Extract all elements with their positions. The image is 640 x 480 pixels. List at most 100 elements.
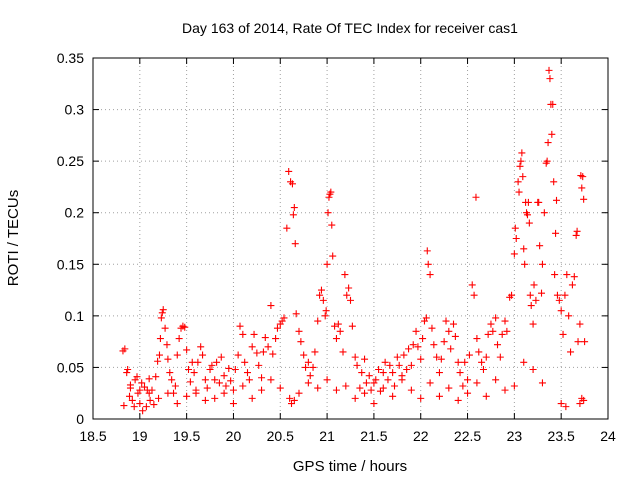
data-point bbox=[428, 324, 436, 332]
data-point bbox=[516, 162, 524, 170]
data-point bbox=[173, 400, 181, 408]
data-point bbox=[437, 355, 445, 363]
data-point bbox=[503, 327, 511, 335]
data-point bbox=[557, 307, 565, 315]
data-point bbox=[578, 184, 586, 192]
x-tick-label: 21.5 bbox=[360, 428, 387, 444]
data-point bbox=[325, 193, 333, 201]
data-point bbox=[253, 349, 261, 357]
data-point bbox=[190, 369, 198, 377]
data-point bbox=[367, 386, 375, 394]
x-tick-label: 24 bbox=[600, 428, 616, 444]
data-point bbox=[511, 224, 519, 232]
data-point bbox=[549, 100, 557, 108]
data-point bbox=[442, 317, 450, 325]
data-point bbox=[553, 196, 560, 204]
data-point bbox=[292, 310, 300, 318]
data-point bbox=[473, 379, 481, 387]
data-point bbox=[199, 351, 207, 359]
data-point bbox=[341, 271, 349, 279]
data-point bbox=[306, 372, 314, 380]
data-point bbox=[417, 355, 425, 363]
data-point bbox=[163, 341, 171, 349]
data-point bbox=[317, 286, 325, 294]
data-point bbox=[323, 260, 331, 268]
data-point bbox=[400, 351, 408, 359]
x-tick-label: 23 bbox=[507, 428, 523, 444]
data-point bbox=[581, 338, 589, 346]
data-point bbox=[536, 242, 544, 250]
data-point bbox=[314, 317, 322, 325]
data-point bbox=[211, 394, 219, 402]
data-point bbox=[426, 379, 434, 387]
y-axis-label: ROTI / TECUs bbox=[5, 190, 22, 286]
data-point bbox=[386, 361, 394, 369]
data-point bbox=[304, 358, 312, 366]
data-point bbox=[297, 338, 305, 346]
data-point bbox=[345, 284, 353, 292]
data-point bbox=[540, 209, 548, 217]
data-point bbox=[145, 375, 153, 383]
data-point bbox=[146, 396, 154, 404]
data-point bbox=[136, 400, 144, 408]
data-point bbox=[183, 346, 191, 354]
data-point bbox=[435, 369, 443, 377]
data-point bbox=[158, 309, 166, 317]
data-point bbox=[351, 394, 359, 402]
data-point bbox=[389, 369, 397, 377]
data-point bbox=[577, 172, 585, 180]
data-point bbox=[487, 320, 495, 328]
data-point bbox=[389, 392, 397, 400]
data-point bbox=[398, 376, 406, 384]
data-point bbox=[545, 66, 553, 74]
data-point bbox=[314, 384, 322, 392]
data-point bbox=[225, 364, 233, 372]
data-point bbox=[526, 291, 534, 299]
data-point bbox=[420, 317, 428, 325]
y-tick-label: 0.05 bbox=[57, 359, 84, 375]
data-point bbox=[261, 334, 269, 342]
data-point bbox=[365, 372, 373, 380]
data-point bbox=[470, 291, 478, 299]
data-point bbox=[552, 229, 560, 237]
data-point bbox=[529, 365, 537, 373]
data-point bbox=[464, 376, 472, 384]
data-point bbox=[206, 365, 214, 373]
data-point bbox=[220, 372, 228, 380]
data-point bbox=[395, 361, 403, 369]
data-point bbox=[570, 273, 578, 281]
data-point bbox=[510, 382, 518, 390]
data-point bbox=[322, 307, 330, 315]
data-point bbox=[336, 327, 344, 335]
data-point bbox=[492, 314, 500, 322]
data-point bbox=[248, 343, 256, 351]
x-tick-label: 22 bbox=[413, 428, 429, 444]
data-point bbox=[211, 376, 219, 384]
data-point bbox=[126, 392, 134, 400]
data-point bbox=[538, 260, 546, 268]
data-point bbox=[295, 389, 303, 397]
data-point bbox=[264, 343, 272, 351]
data-point bbox=[126, 384, 134, 392]
data-point bbox=[532, 296, 540, 304]
data-point bbox=[324, 209, 332, 217]
data-point bbox=[194, 358, 202, 366]
data-point bbox=[440, 338, 448, 346]
data-point bbox=[544, 139, 552, 147]
data-point bbox=[239, 382, 247, 390]
data-point bbox=[258, 386, 266, 394]
data-point bbox=[309, 363, 317, 371]
data-point bbox=[580, 396, 588, 404]
data-point bbox=[171, 382, 179, 390]
data-point bbox=[285, 167, 293, 175]
data-point bbox=[521, 260, 529, 268]
data-point bbox=[290, 204, 298, 212]
data-point bbox=[208, 361, 216, 369]
y-tick-label: 0.1 bbox=[65, 308, 85, 324]
data-point bbox=[183, 392, 191, 400]
data-point bbox=[563, 271, 571, 279]
data-point bbox=[426, 271, 434, 279]
chart-title: Day 163 of 2014, Rate Of TEC Index for r… bbox=[182, 20, 518, 36]
data-point bbox=[520, 245, 528, 253]
